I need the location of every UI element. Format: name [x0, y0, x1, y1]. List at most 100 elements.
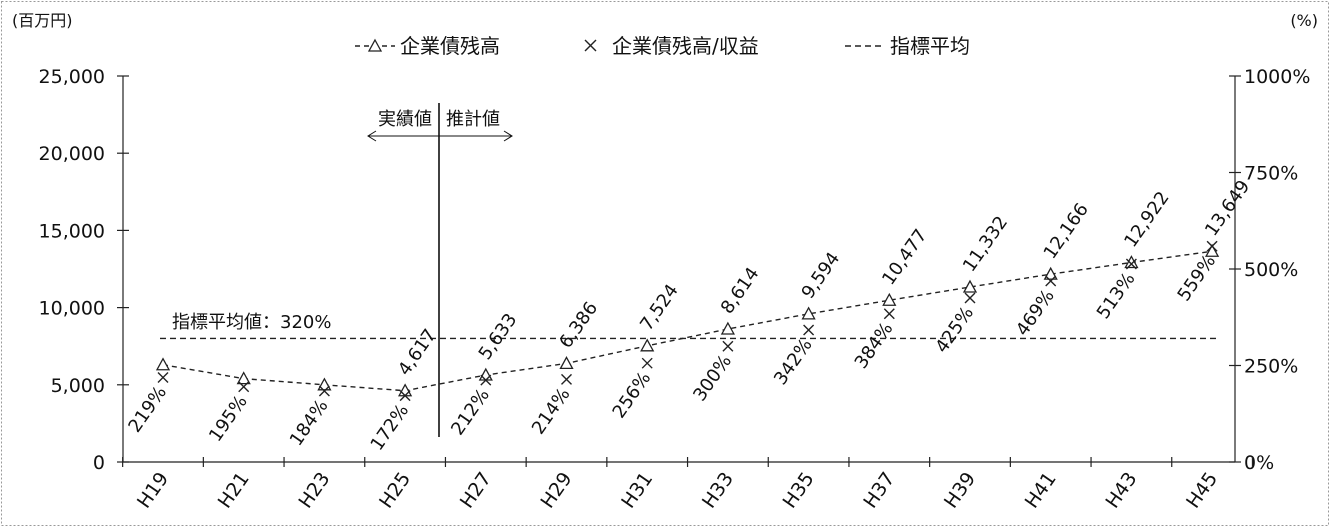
y-left-tick-label: 0	[93, 452, 105, 474]
right-unit-label: (%)	[1290, 11, 1318, 30]
x-tick-label: H41	[1021, 468, 1061, 512]
ratio-point-stroke	[1206, 240, 1218, 252]
ratio-point-stroke	[803, 324, 815, 336]
ratio-point-stroke	[883, 308, 895, 320]
debt-data-label: 6,386	[555, 298, 602, 352]
ratio-point-stroke	[1125, 258, 1137, 270]
legend-label-debt: 企業債残高	[400, 34, 500, 58]
debt-data-label: 10,477	[878, 225, 931, 289]
debt-point	[640, 338, 655, 352]
debt-data-label: 12,922	[1120, 188, 1173, 252]
ratio-point	[641, 357, 653, 369]
series-line-debt	[162, 250, 1213, 392]
ratio-point-stroke	[157, 371, 169, 383]
average-annotation: 指標平均値：320%	[172, 312, 331, 333]
y-left-tick-label: 25,000	[39, 66, 105, 88]
ratio-data-label: 172%	[366, 400, 413, 454]
ratio-data-label: 214%	[528, 384, 575, 438]
debt-data-label: 4,617	[394, 325, 441, 379]
annotation-actual: 実績値	[378, 109, 432, 130]
period-arrow	[367, 130, 513, 142]
left-unit-label: (百万円)	[12, 11, 73, 30]
debt-point	[1124, 255, 1139, 269]
ratio-point	[1206, 240, 1218, 252]
ratio-point	[318, 385, 330, 397]
ratio-data-label: 342%	[770, 335, 817, 389]
ratio-point-stroke	[399, 390, 411, 402]
ratio-point-stroke	[641, 357, 653, 369]
ratio-point-stroke	[964, 292, 976, 304]
legend-label-ratio: 企業債残高/収益	[612, 34, 759, 58]
legend-swatch-ratio-marker	[584, 39, 597, 52]
ratio-point	[722, 340, 734, 352]
debt-point	[720, 321, 735, 335]
x-tick-label: H19	[133, 468, 173, 512]
ratio-data-label: 300%	[689, 351, 736, 405]
ratio-data-label: 559%	[1173, 251, 1220, 305]
ratio-data-label: 256%	[609, 368, 656, 422]
debt-point	[559, 356, 574, 370]
debt-point	[155, 357, 171, 371]
x-tick-label: H23	[294, 468, 334, 512]
debt-data-label: 12,166	[1040, 199, 1093, 263]
y-right-tick-label: 1000%	[1244, 66, 1310, 88]
series-layer	[155, 240, 1220, 402]
ratio-data-label: 513%	[1093, 269, 1140, 323]
debt-data-label: 13,649	[1201, 176, 1254, 240]
y-right-tick-label: 750%	[1244, 163, 1298, 185]
debt-point	[1043, 266, 1058, 280]
ratio-point	[238, 381, 250, 393]
debt-data-label: 5,633	[475, 310, 522, 364]
debt-data-label: 11,332	[959, 212, 1012, 276]
legend-label-average: 指標平均	[890, 34, 970, 58]
debt-point	[801, 306, 816, 320]
y-left-tick-label: 5,000	[51, 375, 105, 397]
ratio-data-label: 195%	[205, 392, 252, 446]
y-left-tick-label: 15,000	[39, 220, 105, 242]
ratio-point	[561, 373, 572, 385]
debt-point	[882, 292, 897, 306]
x-tick-label: H31	[617, 468, 657, 512]
ratio-point-stroke	[722, 340, 734, 352]
ratio-data-label: 219%	[124, 382, 171, 436]
debt-data-label: 8,614	[717, 264, 764, 318]
legend: 企業債残高 企業債残高/収益 指標平均	[355, 34, 970, 58]
debt-point	[1205, 243, 1220, 257]
ratio-point	[964, 292, 976, 304]
x-tick-label: H29	[537, 468, 577, 512]
ratio-point	[1125, 258, 1137, 270]
ratio-point-stroke	[318, 385, 330, 397]
debt-point	[478, 367, 493, 381]
x-tick-label: H37	[859, 468, 899, 512]
legend-swatch-debt-marker	[367, 38, 383, 52]
x-tick-label: H43	[1101, 468, 1141, 512]
ratio-data-label: 384%	[851, 319, 898, 373]
x-tick-label: H39	[940, 468, 980, 512]
debt-point	[236, 371, 251, 385]
y-right-tick-label: 250%	[1244, 356, 1298, 378]
y-left-tick-label: 20,000	[39, 143, 105, 165]
y-right-tick-label: 500%	[1244, 259, 1298, 281]
x-tick-label: H45	[1182, 468, 1222, 512]
ratio-point	[157, 371, 169, 383]
debt-data-label: 9,594	[797, 248, 844, 302]
ratio-point	[399, 390, 411, 402]
ratio-point-stroke	[561, 373, 572, 385]
ratio-point	[803, 324, 815, 336]
ratio-point-stroke	[1045, 275, 1057, 287]
annotation-estimate: 推計値	[446, 109, 500, 130]
ratio-data-label: 184%	[286, 396, 333, 450]
debt-point	[962, 279, 978, 293]
ratio-point-stroke	[238, 381, 250, 393]
period-annotation: 実績値 推計値	[367, 103, 513, 437]
ratio-point	[883, 308, 895, 320]
ratio-point-stroke	[480, 374, 492, 386]
y-right-tick-label: 0%	[1244, 452, 1274, 474]
x-tick-label: H25	[375, 468, 415, 512]
ratio-point	[480, 374, 492, 386]
x-tick-label: H21	[214, 468, 254, 512]
debt-point	[317, 377, 332, 391]
ratio-data-label: 469%	[1012, 286, 1059, 340]
